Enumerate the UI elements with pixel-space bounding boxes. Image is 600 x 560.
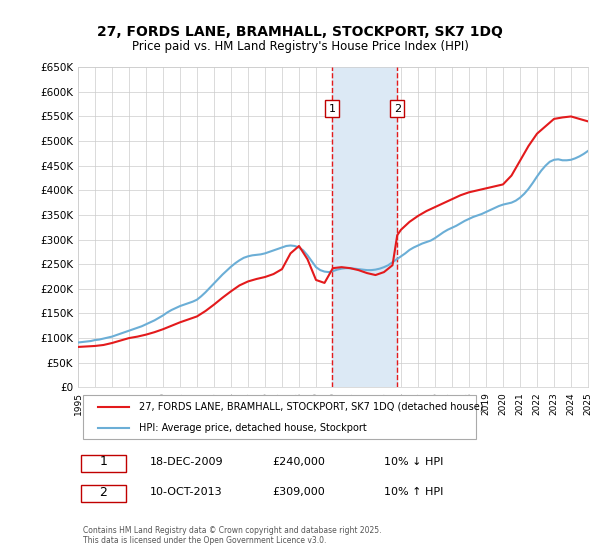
- Text: Contains HM Land Registry data © Crown copyright and database right 2025.
This d: Contains HM Land Registry data © Crown c…: [83, 526, 382, 545]
- FancyBboxPatch shape: [80, 455, 127, 472]
- Text: HPI: Average price, detached house, Stockport: HPI: Average price, detached house, Stoc…: [139, 423, 367, 433]
- Text: 10% ↑ HPI: 10% ↑ HPI: [384, 487, 443, 497]
- Text: Price paid vs. HM Land Registry's House Price Index (HPI): Price paid vs. HM Land Registry's House …: [131, 40, 469, 53]
- Text: £309,000: £309,000: [272, 487, 325, 497]
- Text: 10% ↓ HPI: 10% ↓ HPI: [384, 457, 443, 466]
- Text: 2: 2: [100, 486, 107, 498]
- Bar: [332, 67, 397, 388]
- Text: 1: 1: [329, 104, 336, 114]
- Text: 1: 1: [100, 455, 107, 468]
- FancyBboxPatch shape: [83, 395, 476, 439]
- Text: 27, FORDS LANE, BRAMHALL, STOCKPORT, SK7 1DQ (detached house): 27, FORDS LANE, BRAMHALL, STOCKPORT, SK7…: [139, 402, 484, 412]
- Text: 10-OCT-2013: 10-OCT-2013: [149, 487, 222, 497]
- Text: £240,000: £240,000: [272, 457, 325, 466]
- FancyBboxPatch shape: [80, 485, 127, 502]
- Text: 27, FORDS LANE, BRAMHALL, STOCKPORT, SK7 1DQ: 27, FORDS LANE, BRAMHALL, STOCKPORT, SK7…: [97, 25, 503, 39]
- Text: 2: 2: [394, 104, 401, 114]
- Text: 18-DEC-2009: 18-DEC-2009: [149, 457, 223, 466]
